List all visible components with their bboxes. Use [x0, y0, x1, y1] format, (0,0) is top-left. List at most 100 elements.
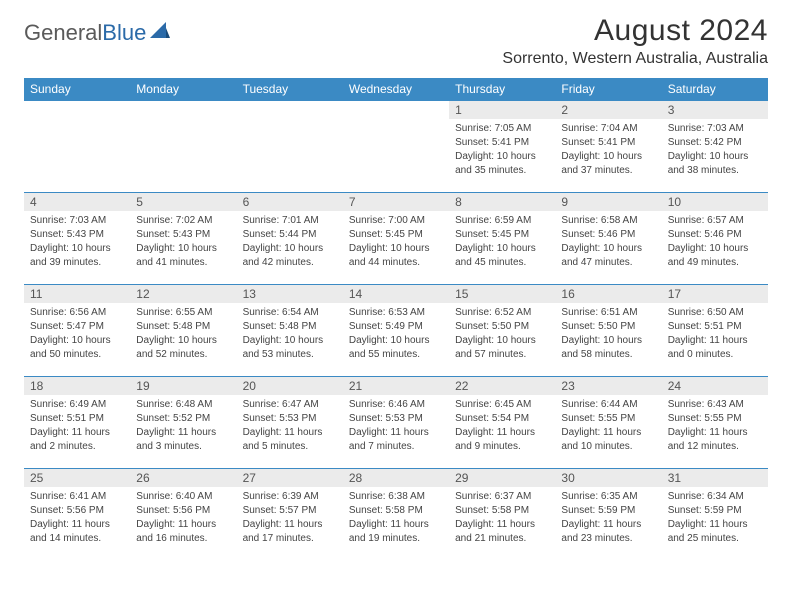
detail-line: and 25 minutes. — [668, 532, 762, 546]
day-details: Sunrise: 6:49 AMSunset: 5:51 PMDaylight:… — [24, 395, 130, 458]
detail-line: Sunset: 5:59 PM — [561, 504, 655, 518]
day-number: 4 — [24, 193, 130, 211]
calendar-cell: 16Sunrise: 6:51 AMSunset: 5:50 PMDayligh… — [555, 285, 661, 377]
day-number: 20 — [237, 377, 343, 395]
detail-line: Daylight: 10 hours — [561, 150, 655, 164]
detail-line: Sunset: 5:56 PM — [136, 504, 230, 518]
calendar-cell: 1Sunrise: 7:05 AMSunset: 5:41 PMDaylight… — [449, 101, 555, 193]
day-details: Sunrise: 7:00 AMSunset: 5:45 PMDaylight:… — [343, 211, 449, 274]
day-details: Sunrise: 7:02 AMSunset: 5:43 PMDaylight:… — [130, 211, 236, 274]
detail-line: and 7 minutes. — [349, 440, 443, 454]
calendar-cell: 12Sunrise: 6:55 AMSunset: 5:48 PMDayligh… — [130, 285, 236, 377]
calendar-cell: 8Sunrise: 6:59 AMSunset: 5:45 PMDaylight… — [449, 193, 555, 285]
day-number: 9 — [555, 193, 661, 211]
calendar-cell: 4Sunrise: 7:03 AMSunset: 5:43 PMDaylight… — [24, 193, 130, 285]
detail-line: Daylight: 11 hours — [349, 426, 443, 440]
detail-line: Sunset: 5:48 PM — [243, 320, 337, 334]
day-details: Sunrise: 6:48 AMSunset: 5:52 PMDaylight:… — [130, 395, 236, 458]
calendar-cell: 27Sunrise: 6:39 AMSunset: 5:57 PMDayligh… — [237, 469, 343, 561]
day-details: Sunrise: 6:37 AMSunset: 5:58 PMDaylight:… — [449, 487, 555, 550]
day-details: Sunrise: 6:55 AMSunset: 5:48 PMDaylight:… — [130, 303, 236, 366]
day-number: 31 — [662, 469, 768, 487]
day-details: Sunrise: 6:44 AMSunset: 5:55 PMDaylight:… — [555, 395, 661, 458]
calendar-cell: 17Sunrise: 6:50 AMSunset: 5:51 PMDayligh… — [662, 285, 768, 377]
detail-line: and 10 minutes. — [561, 440, 655, 454]
detail-line: and 12 minutes. — [668, 440, 762, 454]
detail-line: and 37 minutes. — [561, 164, 655, 178]
calendar-cell: 31Sunrise: 6:34 AMSunset: 5:59 PMDayligh… — [662, 469, 768, 561]
detail-line: Sunrise: 6:59 AM — [455, 214, 549, 228]
day-details: Sunrise: 6:59 AMSunset: 5:45 PMDaylight:… — [449, 211, 555, 274]
detail-line: and 9 minutes. — [455, 440, 549, 454]
detail-line: Daylight: 10 hours — [243, 242, 337, 256]
detail-line: and 38 minutes. — [668, 164, 762, 178]
day-number: 22 — [449, 377, 555, 395]
day-header: Wednesday — [343, 78, 449, 101]
calendar-cell: 18Sunrise: 6:49 AMSunset: 5:51 PMDayligh… — [24, 377, 130, 469]
detail-line: Sunset: 5:58 PM — [349, 504, 443, 518]
calendar-cell — [24, 101, 130, 193]
detail-line: Sunrise: 7:01 AM — [243, 214, 337, 228]
detail-line: Sunrise: 6:50 AM — [668, 306, 762, 320]
detail-line: Sunset: 5:46 PM — [561, 228, 655, 242]
detail-line: and 47 minutes. — [561, 256, 655, 270]
detail-line: Daylight: 10 hours — [243, 334, 337, 348]
detail-line: and 23 minutes. — [561, 532, 655, 546]
calendar-cell: 13Sunrise: 6:54 AMSunset: 5:48 PMDayligh… — [237, 285, 343, 377]
day-number: 26 — [130, 469, 236, 487]
calendar-cell: 22Sunrise: 6:45 AMSunset: 5:54 PMDayligh… — [449, 377, 555, 469]
detail-line: and 49 minutes. — [668, 256, 762, 270]
detail-line: Daylight: 10 hours — [561, 242, 655, 256]
detail-line: Daylight: 11 hours — [561, 518, 655, 532]
detail-line: Sunset: 5:55 PM — [561, 412, 655, 426]
detail-line: Sunset: 5:57 PM — [243, 504, 337, 518]
detail-line: Sunrise: 6:38 AM — [349, 490, 443, 504]
detail-line: Sunset: 5:56 PM — [30, 504, 124, 518]
detail-line: Sunrise: 6:46 AM — [349, 398, 443, 412]
detail-line: Sunset: 5:53 PM — [349, 412, 443, 426]
detail-line: Sunrise: 6:35 AM — [561, 490, 655, 504]
detail-line: Daylight: 11 hours — [136, 426, 230, 440]
detail-line: Sunrise: 7:05 AM — [455, 122, 549, 136]
day-number: 15 — [449, 285, 555, 303]
detail-line: and 16 minutes. — [136, 532, 230, 546]
day-number: 11 — [24, 285, 130, 303]
day-header: Saturday — [662, 78, 768, 101]
detail-line: Sunrise: 6:43 AM — [668, 398, 762, 412]
detail-line: Daylight: 10 hours — [455, 334, 549, 348]
detail-line: Sunset: 5:43 PM — [30, 228, 124, 242]
detail-line: Sunrise: 6:57 AM — [668, 214, 762, 228]
detail-line: and 39 minutes. — [30, 256, 124, 270]
day-number: 8 — [449, 193, 555, 211]
detail-line: Daylight: 10 hours — [136, 334, 230, 348]
day-number: 14 — [343, 285, 449, 303]
calendar-cell: 6Sunrise: 7:01 AMSunset: 5:44 PMDaylight… — [237, 193, 343, 285]
calendar-table: SundayMondayTuesdayWednesdayThursdayFrid… — [24, 78, 768, 561]
detail-line: Sunset: 5:55 PM — [668, 412, 762, 426]
detail-line: and 3 minutes. — [136, 440, 230, 454]
detail-line: and 53 minutes. — [243, 348, 337, 362]
detail-line: Sunrise: 6:40 AM — [136, 490, 230, 504]
detail-line: Sunset: 5:42 PM — [668, 136, 762, 150]
calendar-header-row: SundayMondayTuesdayWednesdayThursdayFrid… — [24, 78, 768, 101]
detail-line: and 14 minutes. — [30, 532, 124, 546]
detail-line: and 41 minutes. — [136, 256, 230, 270]
day-details: Sunrise: 6:53 AMSunset: 5:49 PMDaylight:… — [343, 303, 449, 366]
detail-line: Daylight: 11 hours — [243, 426, 337, 440]
logo-shape-icon — [150, 22, 170, 40]
detail-line: Sunrise: 6:34 AM — [668, 490, 762, 504]
day-number: 29 — [449, 469, 555, 487]
calendar-cell: 21Sunrise: 6:46 AMSunset: 5:53 PMDayligh… — [343, 377, 449, 469]
day-details: Sunrise: 6:52 AMSunset: 5:50 PMDaylight:… — [449, 303, 555, 366]
detail-line: Sunrise: 7:03 AM — [30, 214, 124, 228]
day-details: Sunrise: 7:03 AMSunset: 5:43 PMDaylight:… — [24, 211, 130, 274]
detail-line: Daylight: 10 hours — [349, 242, 443, 256]
detail-line: Sunrise: 6:45 AM — [455, 398, 549, 412]
calendar-cell: 10Sunrise: 6:57 AMSunset: 5:46 PMDayligh… — [662, 193, 768, 285]
calendar-row: 25Sunrise: 6:41 AMSunset: 5:56 PMDayligh… — [24, 469, 768, 561]
day-details: Sunrise: 6:50 AMSunset: 5:51 PMDaylight:… — [662, 303, 768, 366]
day-number: 16 — [555, 285, 661, 303]
day-number: 19 — [130, 377, 236, 395]
day-number: 12 — [130, 285, 236, 303]
detail-line: Sunset: 5:44 PM — [243, 228, 337, 242]
